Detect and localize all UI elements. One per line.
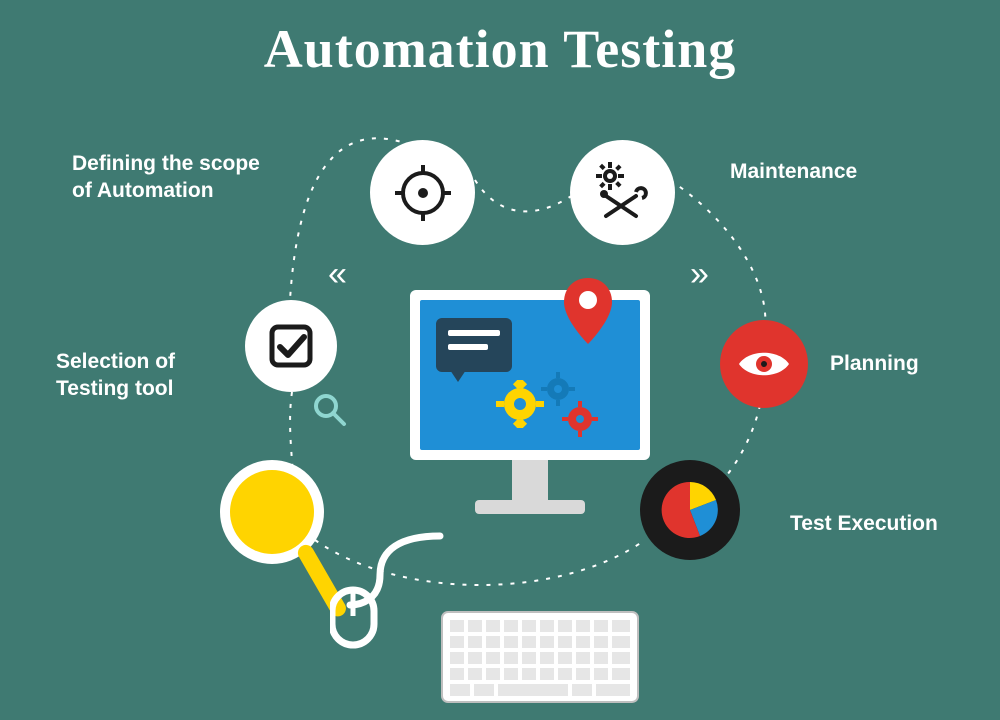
label-scope: Defining the scopeof Automation bbox=[72, 150, 260, 205]
label-tool: Selection ofTesting tool bbox=[56, 348, 175, 403]
label-planning: Planning bbox=[830, 350, 919, 377]
small-magnifier-icon bbox=[312, 392, 348, 428]
right-arrows-icon: » bbox=[690, 255, 703, 294]
node-execution bbox=[640, 460, 740, 560]
gear-tools-icon bbox=[592, 162, 654, 224]
gears-icon bbox=[490, 364, 610, 444]
node-planning bbox=[720, 320, 808, 408]
label-execution: Test Execution bbox=[790, 510, 938, 537]
keyboard-icon bbox=[440, 610, 640, 705]
target-icon bbox=[395, 165, 451, 221]
eye-icon bbox=[737, 347, 791, 381]
left-arrows-icon: « bbox=[328, 255, 341, 294]
node-scope bbox=[370, 140, 475, 245]
diagram-stage: « » Defining the scopeof Automation Sele… bbox=[0, 0, 1000, 720]
pie-icon bbox=[658, 478, 722, 542]
monitor bbox=[410, 290, 650, 514]
checkbox-icon bbox=[266, 321, 316, 371]
map-pin-icon bbox=[564, 278, 612, 346]
label-maintenance: Maintenance bbox=[730, 158, 857, 185]
node-tool bbox=[245, 300, 337, 392]
node-maintenance bbox=[570, 140, 675, 245]
